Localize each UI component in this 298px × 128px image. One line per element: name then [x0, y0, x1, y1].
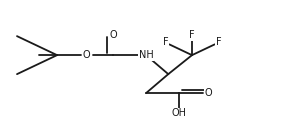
Text: OH: OH [171, 108, 186, 118]
Text: O: O [83, 50, 91, 60]
Text: O: O [204, 88, 212, 98]
Text: F: F [216, 38, 221, 47]
Text: F: F [162, 38, 168, 47]
Text: F: F [189, 30, 195, 40]
Text: O: O [110, 30, 117, 40]
Text: NH: NH [139, 50, 153, 60]
